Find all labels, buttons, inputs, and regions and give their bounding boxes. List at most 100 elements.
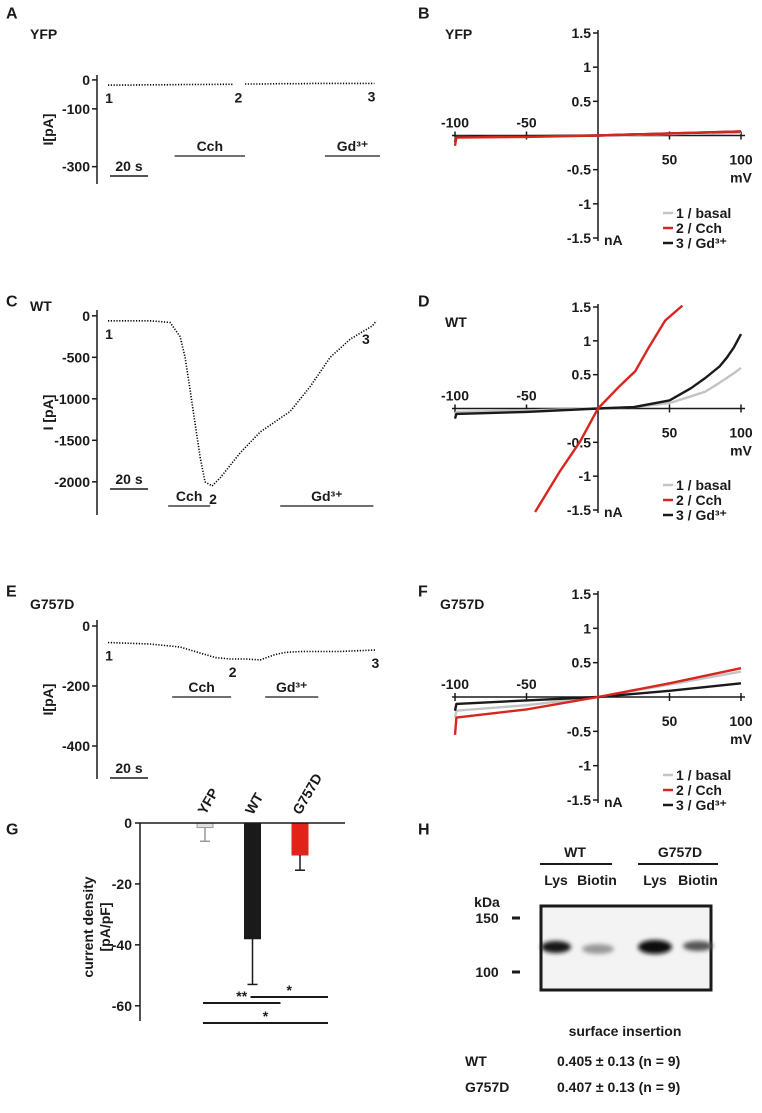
y-tick-label: -0.5	[567, 162, 591, 178]
y-tick-label: 0	[82, 618, 90, 634]
panel-letter: F	[418, 584, 428, 601]
point-label: 3	[368, 88, 376, 104]
series-line	[453, 667, 742, 735]
treatment-label: Gd³⁺	[337, 138, 369, 154]
series-line	[534, 304, 684, 513]
band	[541, 941, 571, 953]
treatment-label: Cch	[188, 679, 214, 695]
significance-label: **	[236, 988, 247, 1004]
category-label: G757D	[289, 771, 325, 817]
trace	[108, 320, 377, 488]
y-axis-label: I[pA]	[40, 114, 56, 146]
marker-label: 100	[475, 964, 499, 980]
unit-label: kDa	[474, 894, 500, 910]
y-axis-label: I [pA]	[40, 395, 56, 431]
panel-letter: A	[6, 6, 18, 23]
legend-label: 3 / Gd³⁺	[676, 797, 727, 813]
category-label: YFP	[194, 785, 221, 817]
y-tick-label: -300	[62, 159, 90, 175]
panel-letter: E	[6, 584, 17, 601]
x-tick-label: 100	[729, 425, 753, 441]
lane-label: Lys	[544, 872, 568, 888]
group-label: G757D	[658, 844, 702, 860]
y-tick-label: -1.5	[567, 502, 591, 518]
band	[638, 940, 672, 954]
y-tick-label: -1.5	[567, 230, 591, 246]
treatment-label: Cch	[176, 488, 202, 504]
legend-label: 1 / basal	[676, 205, 731, 221]
row-value: 0.405 ± 0.13 (n = 9)	[557, 1053, 680, 1069]
x-tick-label: 50	[662, 713, 678, 729]
legend-label: 2 / Cch	[676, 220, 722, 236]
y-tick-label: -1.5	[567, 792, 591, 808]
row-label: WT	[465, 1053, 487, 1069]
y-tick-label: -1500	[54, 432, 90, 448]
y-tick-label: -20	[112, 876, 132, 892]
y-tick-label: -100	[62, 101, 90, 117]
scale-bar-label: 20 s	[115, 471, 142, 487]
x-tick-label: -50	[516, 115, 536, 131]
scale-bar-label: 20 s	[115, 760, 142, 776]
lane-label: Biotin	[678, 872, 718, 888]
y-tick-label: -60	[112, 998, 132, 1014]
y-tick-label: 1.5	[572, 299, 592, 315]
x-axis-label: mV	[730, 443, 752, 459]
band	[582, 944, 614, 954]
y-tick-label: -500	[62, 349, 90, 365]
series-line	[453, 130, 742, 147]
lane-label: Biotin	[577, 872, 617, 888]
series-line	[453, 366, 742, 416]
y-tick-label: 1.5	[572, 586, 592, 602]
legend-label: 2 / Cch	[676, 782, 722, 798]
y-axis-label: I[pA]	[40, 684, 56, 716]
panel-letter: B	[418, 6, 430, 23]
series-line	[453, 682, 742, 711]
y-axis-label: nA	[604, 504, 623, 520]
y-axis-label: current density	[80, 876, 96, 977]
group-label: WT	[564, 844, 586, 860]
row-value: 0.407 ± 0.13 (n = 9)	[557, 1079, 680, 1095]
point-label: 1	[105, 648, 113, 664]
chart-title: G757D	[440, 596, 484, 612]
y-tick-label: 0	[124, 815, 132, 831]
row-label: G757D	[465, 1079, 509, 1095]
point-label: 1	[105, 326, 113, 342]
x-tick-label: 50	[662, 152, 678, 168]
y-tick-label: -2000	[54, 474, 90, 490]
x-tick-label: -50	[516, 676, 536, 692]
legend-label: 2 / Cch	[676, 492, 722, 508]
significance-label: *	[263, 1008, 269, 1024]
point-label: 2	[229, 664, 237, 680]
significance-label: *	[287, 982, 293, 998]
point-label: 3	[362, 331, 370, 347]
chart-title: YFP	[445, 26, 472, 42]
y-tick-label: -0.5	[567, 723, 591, 739]
point-label: 3	[371, 655, 379, 671]
y-tick-label: 0.5	[572, 93, 592, 109]
chart-title: YFP	[30, 26, 57, 42]
y-tick-label: 0	[82, 72, 90, 88]
panel-letter: H	[418, 822, 430, 839]
panel-letter: C	[6, 294, 18, 311]
scale-bar-label: 20 s	[115, 158, 142, 174]
marker-label: 150	[475, 910, 499, 926]
caption: surface insertion	[569, 1023, 682, 1039]
y-tick-label: -1000	[54, 391, 90, 407]
y-tick-label: 0.5	[572, 367, 592, 383]
legend-label: 1 / basal	[676, 477, 731, 493]
band	[683, 941, 713, 951]
trace	[108, 82, 375, 86]
x-tick-label: 100	[729, 713, 753, 729]
treatment-label: Cch	[197, 138, 223, 154]
point-label: 1	[105, 90, 113, 106]
x-tick-label: 50	[662, 425, 678, 441]
series-line	[453, 670, 742, 718]
chart-title: WT	[30, 298, 52, 314]
x-tick-label: -100	[441, 115, 469, 131]
blot-panel: H WT G757D Lys Biotin Lys Biotin kDa 150…	[418, 822, 718, 1095]
y-tick-label: -40	[112, 937, 132, 953]
panel-letter: G	[6, 822, 18, 839]
point-label: 2	[209, 491, 217, 507]
treatment-label: Gd³⁺	[311, 488, 343, 504]
x-axis-label: mV	[730, 170, 752, 186]
